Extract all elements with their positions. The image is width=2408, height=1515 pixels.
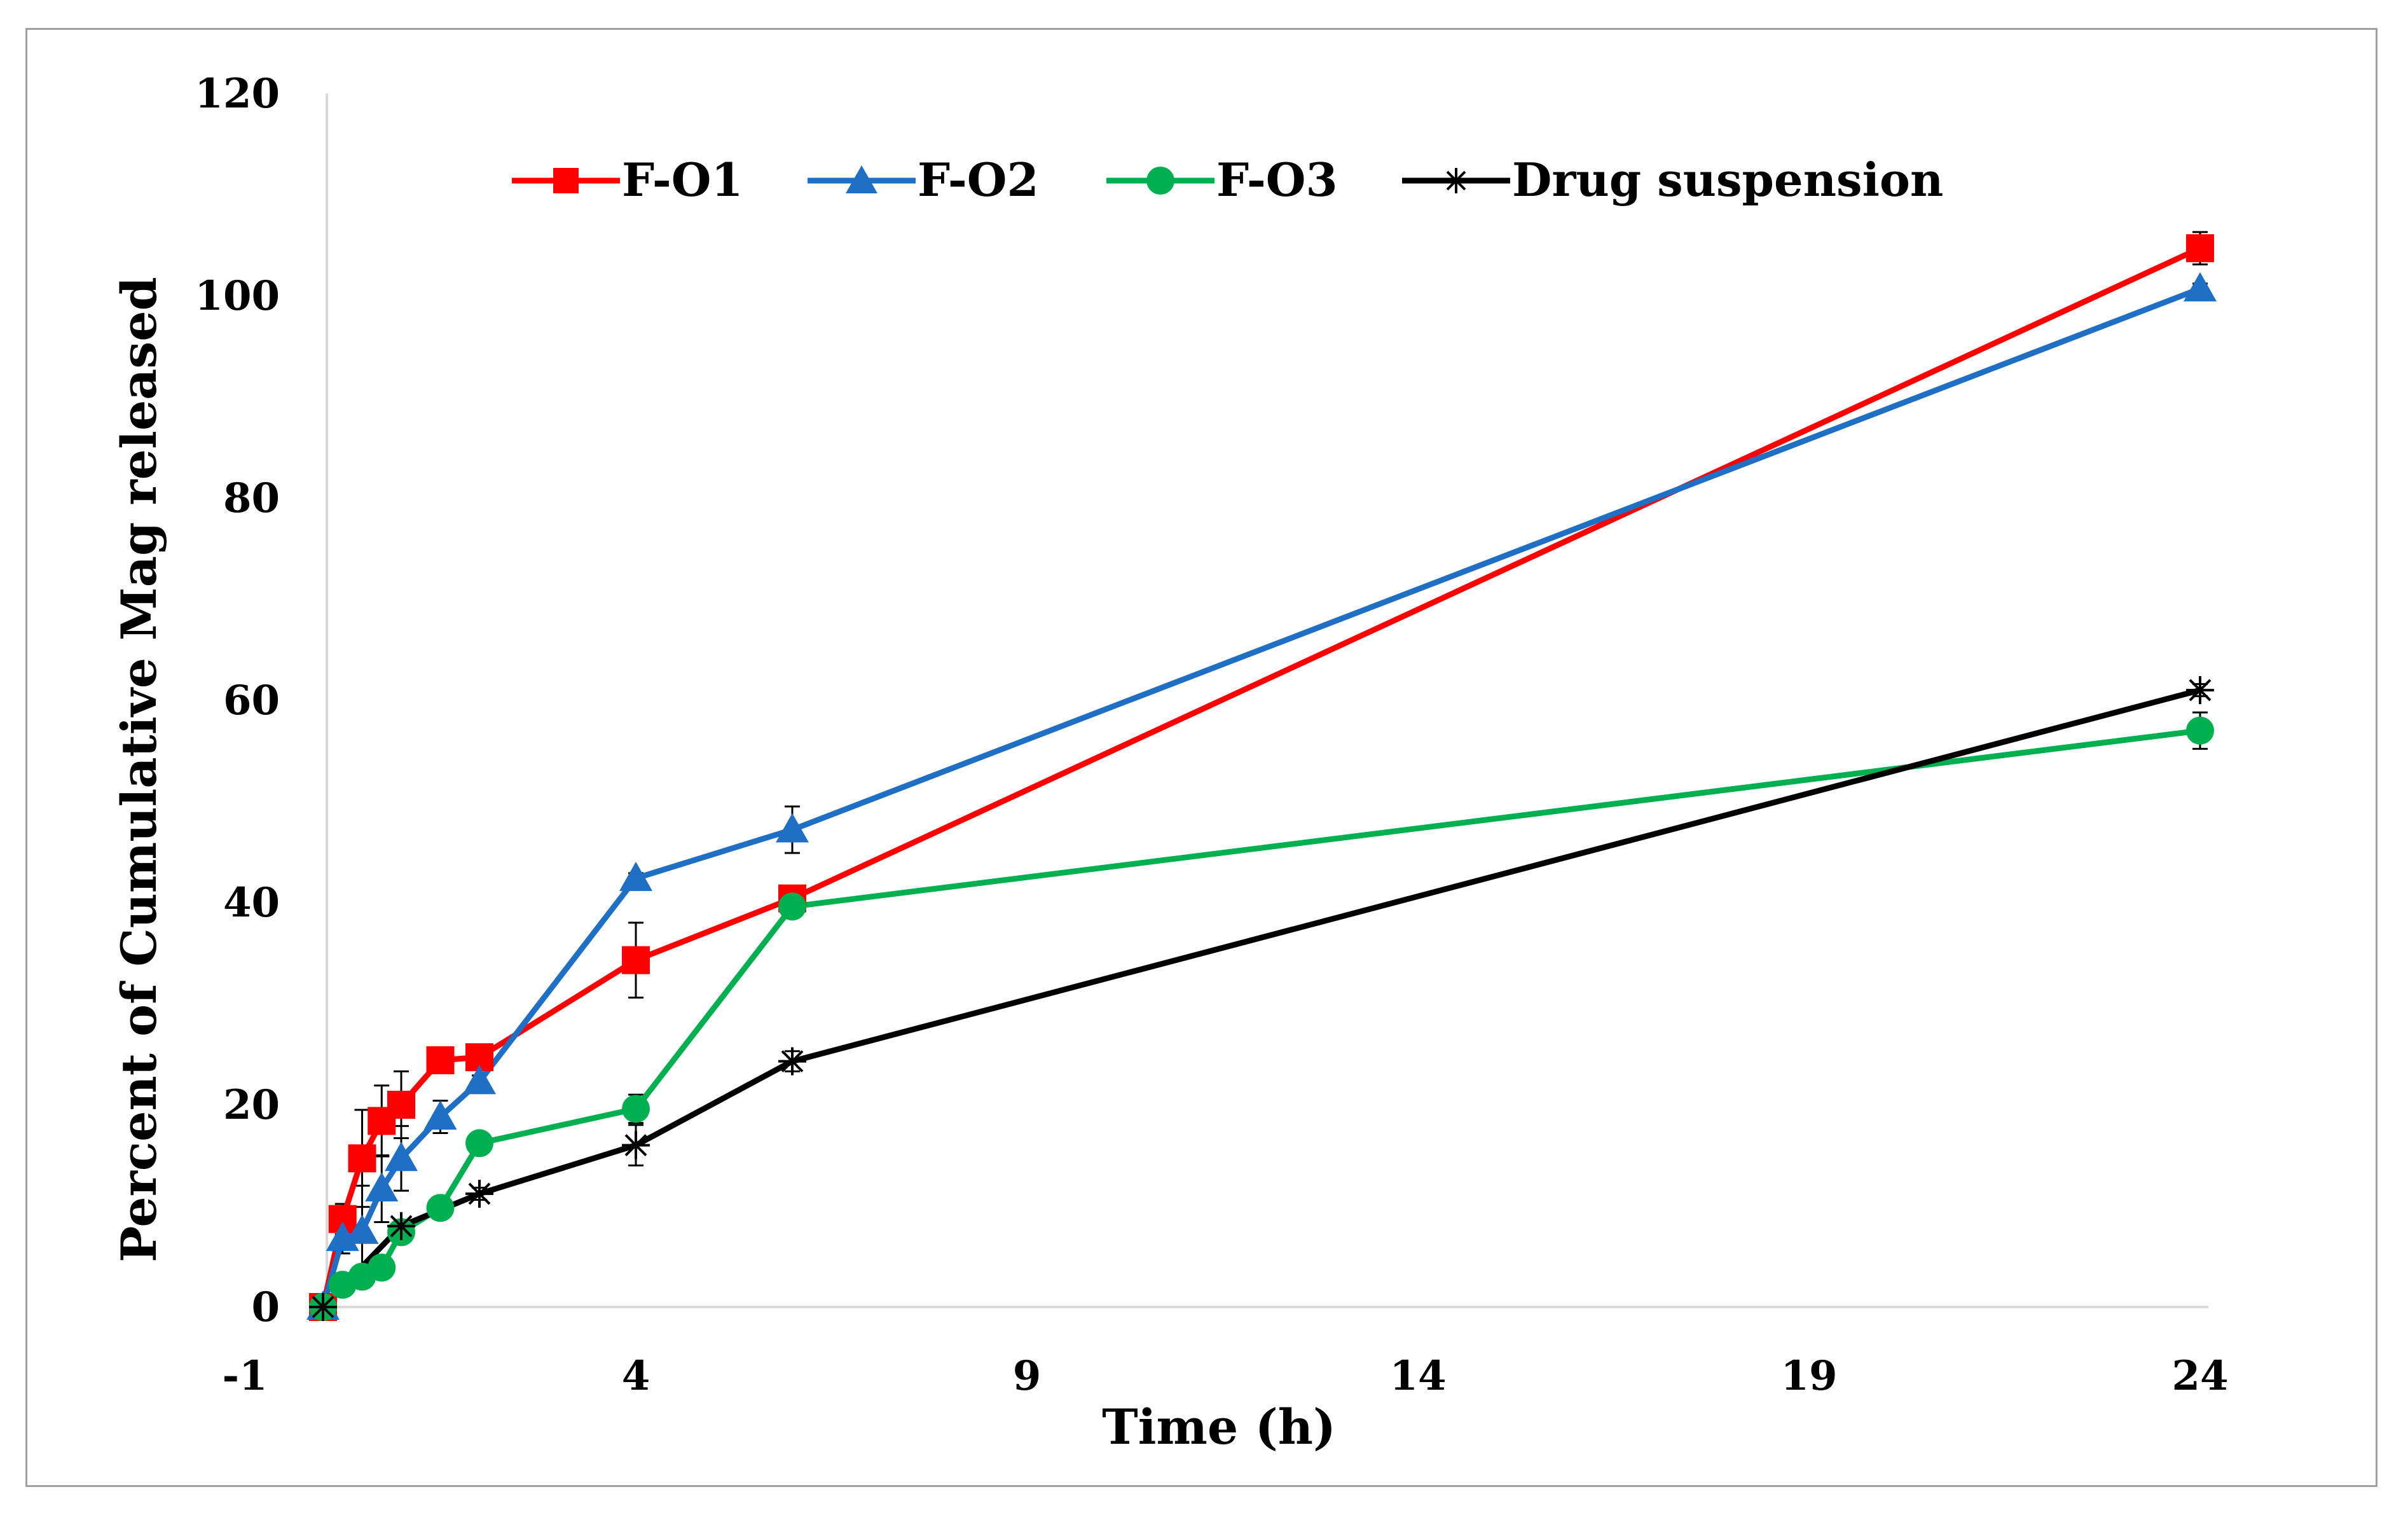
point-f-o3 <box>778 892 806 921</box>
point-drug-suspension <box>387 1212 415 1240</box>
legend: F-O1 F-O2 F-O3 Drug suspension <box>512 153 1943 207</box>
x-tick-labels: -1 4 9 14 19 24 <box>222 1352 2228 1400</box>
x-tick-label: 9 <box>1013 1352 1042 1400</box>
axes <box>326 93 2208 1308</box>
y-axis-title: Percent of Cumulative Mag released <box>111 277 167 1262</box>
series-line-drug-suspension <box>320 687 2201 1310</box>
series-markers <box>306 234 2217 1321</box>
point-f-o1 <box>348 1144 376 1173</box>
x-tick-label: 14 <box>1389 1352 1446 1400</box>
y-tick-label: 60 <box>223 677 280 724</box>
y-tick-label: 80 <box>223 474 280 522</box>
point-f-o3 <box>368 1253 396 1282</box>
series-line-f-o1 <box>320 246 2201 1308</box>
legend-item-drug-suspension: Drug suspension <box>1402 153 1943 207</box>
point-f-o2 <box>365 1172 399 1201</box>
series-lines <box>320 246 2201 1310</box>
legend-marker-f-o2 <box>846 165 877 193</box>
y-tick-label: 120 <box>195 70 280 118</box>
legend-item-f-o1: F-O1 <box>512 153 743 207</box>
point-f-o2 <box>423 1100 457 1130</box>
legend-item-f-o3: F-O3 <box>1106 153 1338 207</box>
point-f-o3 <box>622 1095 650 1123</box>
x-tick-label: 4 <box>622 1352 650 1400</box>
x-tick-label: 19 <box>1780 1352 1837 1400</box>
y-tick-labels: 0 20 40 60 80 100 120 <box>195 70 280 1331</box>
point-f-o1 <box>2186 234 2214 263</box>
point-f-o3 <box>426 1194 455 1222</box>
legend-label-f-o2: F-O2 <box>918 153 1039 207</box>
point-f-o2 <box>463 1065 496 1095</box>
point-f-o1 <box>426 1046 455 1075</box>
point-f-o2 <box>776 813 809 843</box>
point-f-o3 <box>465 1129 493 1158</box>
legend-item-f-o2: F-O2 <box>808 153 1039 207</box>
y-tick-label: 20 <box>223 1081 280 1129</box>
point-drug-suspension <box>465 1179 493 1208</box>
y-tick-label: 100 <box>195 272 280 320</box>
point-drug-suspension <box>2186 676 2214 705</box>
point-drug-suspension <box>622 1131 650 1159</box>
point-f-o1 <box>387 1091 415 1119</box>
legend-marker-drug-suspension <box>1443 168 1469 193</box>
point-f-o2 <box>619 861 652 891</box>
point-f-o3 <box>2186 716 2214 745</box>
x-tick-label: 24 <box>2171 1352 2228 1400</box>
point-f-o1 <box>622 946 650 974</box>
legend-label-f-o1: F-O1 <box>622 153 743 207</box>
legend-label-f-o3: F-O3 <box>1216 153 1338 207</box>
legend-label-drug-suspension: Drug suspension <box>1512 153 1943 207</box>
x-tick-label: -1 <box>222 1352 267 1400</box>
point-drug-suspension <box>778 1047 806 1076</box>
y-tick-label: 0 <box>251 1283 280 1331</box>
point-drug-suspension <box>309 1293 337 1321</box>
x-axis-title: Time (h) <box>1102 1399 1336 1455</box>
legend-marker-f-o1 <box>553 168 579 193</box>
point-f-o2 <box>385 1142 418 1172</box>
series-line-f-o3 <box>320 728 2201 1309</box>
legend-marker-f-o3 <box>1146 167 1174 195</box>
point-f-o2 <box>2184 272 2217 301</box>
y-tick-label: 40 <box>223 879 280 927</box>
point-f-o2 <box>345 1214 379 1244</box>
